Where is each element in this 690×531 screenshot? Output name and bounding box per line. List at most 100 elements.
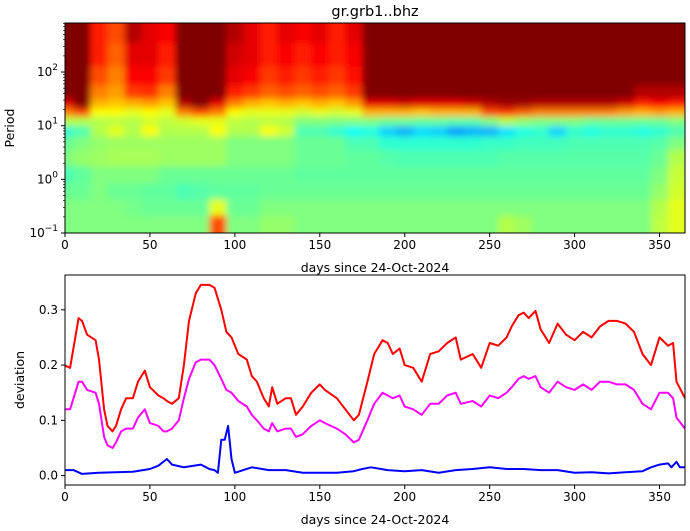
heatmap-cell <box>430 108 448 118</box>
heatmap-cell <box>396 108 414 118</box>
heatmap-cell <box>617 66 635 86</box>
heatmap-cell <box>90 85 108 100</box>
heatmap-cell <box>634 108 652 118</box>
heatmap-cell <box>396 43 414 68</box>
heatmap-cell <box>617 136 635 151</box>
heatmap-cell <box>277 149 295 168</box>
heatmap-cell <box>634 126 652 137</box>
heatmap-cell <box>515 43 533 68</box>
heatmap-cell <box>277 116 295 127</box>
heatmap-cell <box>158 136 176 151</box>
heatmap-cell <box>90 136 108 151</box>
heatmap-cell <box>226 136 244 151</box>
heatmap-cell <box>65 43 74 68</box>
heatmap-cell <box>600 116 618 127</box>
heatmap-cell <box>583 199 601 216</box>
heatmap-cell <box>532 66 550 86</box>
heatmap-cell <box>379 108 397 118</box>
heatmap-cell <box>566 215 584 233</box>
heatmap-cell <box>481 136 499 151</box>
heatmap-cell <box>107 149 125 168</box>
heatmap-cell <box>532 98 550 109</box>
heatmap-cell <box>90 23 108 44</box>
heatmap-cell <box>464 23 482 44</box>
heatmap-cell <box>243 126 261 137</box>
heatmap-cell <box>583 108 601 118</box>
heatmap-cell <box>481 108 499 118</box>
heatmap-cell <box>651 66 669 86</box>
heatmap-cell <box>464 98 482 109</box>
heatmap-cell <box>158 66 176 86</box>
heatmap-cell <box>549 136 567 151</box>
heatmap-cell <box>124 126 142 137</box>
heatmap-cell <box>413 98 431 109</box>
heatmap-cell <box>396 126 414 137</box>
heatmap-cell <box>243 85 261 100</box>
heatmap-cell <box>447 215 465 233</box>
heatmap-cell <box>158 43 176 68</box>
x-tick-label: 100 <box>223 490 246 504</box>
heatmap-cell <box>515 166 533 184</box>
heatmap-cell <box>481 126 499 137</box>
heatmap-cell <box>277 126 295 137</box>
heatmap-cell <box>226 85 244 100</box>
heatmap-cell <box>600 43 618 68</box>
heatmap-cell <box>379 166 397 184</box>
heatmap-cell <box>73 183 91 200</box>
heatmap-cell <box>413 149 431 168</box>
heatmap-cell <box>294 126 312 137</box>
heatmap-cell <box>379 66 397 86</box>
heatmap-cell <box>73 126 91 137</box>
heatmap-cell <box>447 108 465 118</box>
heatmap-cell <box>532 126 550 137</box>
heatmap-cell <box>107 126 125 137</box>
heatmap-cell <box>192 215 210 233</box>
heatmap-cell <box>498 183 516 200</box>
heatmap-cell <box>464 43 482 68</box>
heatmap-cell <box>634 166 652 184</box>
heatmap-cell <box>65 126 74 137</box>
heatmap-cell <box>277 85 295 100</box>
heatmap-cell <box>617 183 635 200</box>
heatmap-cell <box>498 23 516 44</box>
heatmap-cell <box>549 199 567 216</box>
heatmap-title: gr.grb1..bhz <box>331 4 418 20</box>
heatmap-cell <box>192 126 210 137</box>
heatmap-cell <box>260 43 278 68</box>
heatmap-cell <box>498 85 516 100</box>
heatmap-cell <box>73 66 91 86</box>
heatmap-cell <box>362 136 380 151</box>
heatmap-cell <box>328 166 346 184</box>
heatmap-cell <box>379 126 397 137</box>
heatmap-cell <box>209 183 227 200</box>
heatmap-cell <box>124 85 142 100</box>
heatmap-cell <box>226 166 244 184</box>
heatmap-cell <box>73 136 91 151</box>
heatmap-cell <box>311 85 329 100</box>
heatmap-cell <box>617 199 635 216</box>
heatmap-cell <box>226 116 244 127</box>
heatmap-cell <box>362 43 380 68</box>
heatmap-cell <box>65 199 74 216</box>
heatmap-cell <box>90 199 108 216</box>
heatmap-cell <box>379 43 397 68</box>
heatmap-cell <box>158 149 176 168</box>
heatmap-cell <box>447 136 465 151</box>
heatmap-cell <box>192 183 210 200</box>
heatmap-cell <box>430 85 448 100</box>
heatmap-cell <box>634 98 652 109</box>
heatmap-cell <box>124 43 142 68</box>
heatmap-cell <box>481 183 499 200</box>
heatmap-cell <box>107 23 125 44</box>
heatmap-cell <box>328 23 346 44</box>
heatmap-cell <box>311 199 329 216</box>
heatmap-cell <box>498 66 516 86</box>
heatmap-cell <box>617 215 635 233</box>
heatmap-cell <box>175 199 193 216</box>
heatmap-cell <box>209 215 227 233</box>
heatmap-cell <box>566 116 584 127</box>
heatmap-cell <box>430 136 448 151</box>
heatmap-cell <box>447 98 465 109</box>
heatmap-cell <box>107 116 125 127</box>
heatmap-cell <box>447 66 465 86</box>
